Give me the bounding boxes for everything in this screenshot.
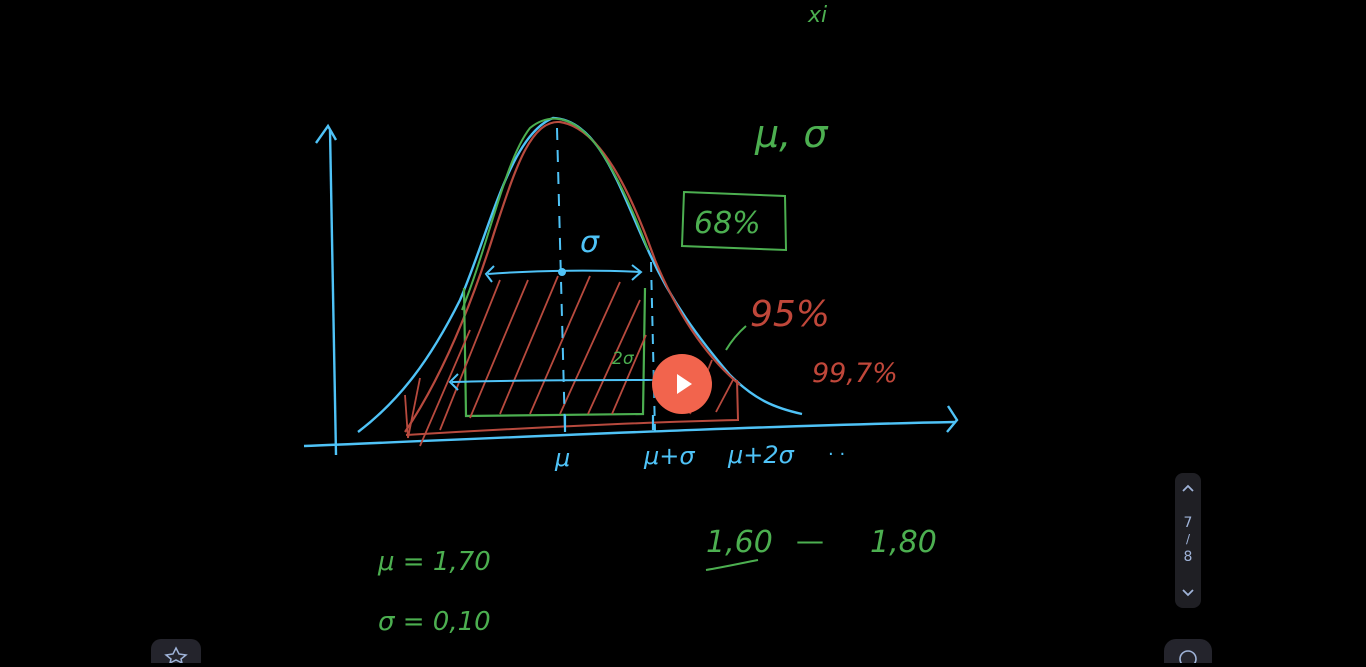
y-axis (328, 129, 338, 456)
mean-dashed-line (556, 127, 566, 433)
axis-label-mu-2sigma: μ+2σ (727, 441, 795, 469)
play-button[interactable] (652, 354, 712, 414)
range-dash: — (796, 524, 824, 557)
two-sigma-arrow (451, 379, 661, 383)
y-axis-arrow (315, 123, 338, 144)
label-997: 99,7% (812, 358, 898, 389)
label-two-sigma: 2σ (612, 349, 635, 369)
mu-value: μ = 1,70 (377, 547, 491, 577)
label-xi: xi (807, 3, 827, 28)
right-tool-button[interactable] (1164, 639, 1212, 667)
x-axis (303, 420, 956, 448)
chevron-up-icon (1182, 484, 1194, 492)
page-total: 8 (1183, 549, 1193, 565)
label-sigma: σ (580, 225, 600, 260)
arrow-95 (725, 325, 747, 351)
label-params: μ, σ (754, 112, 829, 156)
page-navigator: 7 / 8 (1175, 473, 1201, 608)
range-high: 1,80 (870, 525, 937, 560)
page-current: 7 (1183, 515, 1193, 531)
axis-label-dots: . . (828, 439, 845, 460)
star-icon (164, 646, 188, 665)
label-68: 68% (694, 206, 761, 241)
page-down-button[interactable] (1175, 580, 1201, 606)
sigma-arrow (487, 269, 641, 275)
axis-label-mu: μ (554, 444, 570, 472)
underline-160 (705, 559, 759, 571)
play-icon (677, 374, 692, 394)
axis-label-mu-sigma: μ+σ (643, 442, 695, 470)
label-95: 95% (750, 294, 830, 335)
bell-curve-green (461, 117, 649, 311)
page-separator: / (1185, 532, 1191, 546)
chevron-down-icon (1182, 589, 1194, 597)
bell-curve-blue (357, 116, 803, 433)
left-tool-button[interactable] (151, 639, 201, 665)
x-axis-arrow (946, 405, 959, 433)
green-region-box (462, 287, 647, 418)
mean-dot (558, 268, 566, 276)
page-up-button[interactable] (1175, 475, 1201, 501)
sigma-value: σ = 0,10 (378, 607, 491, 637)
range-low: 1,60 (706, 525, 773, 560)
search-icon (1179, 650, 1197, 667)
red-region-bounds (405, 379, 740, 436)
box-68 (680, 190, 788, 252)
